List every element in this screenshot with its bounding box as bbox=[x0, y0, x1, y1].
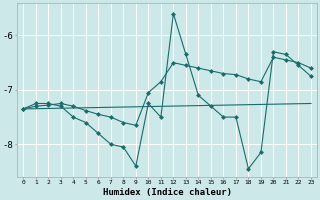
X-axis label: Humidex (Indice chaleur): Humidex (Indice chaleur) bbox=[103, 188, 232, 197]
